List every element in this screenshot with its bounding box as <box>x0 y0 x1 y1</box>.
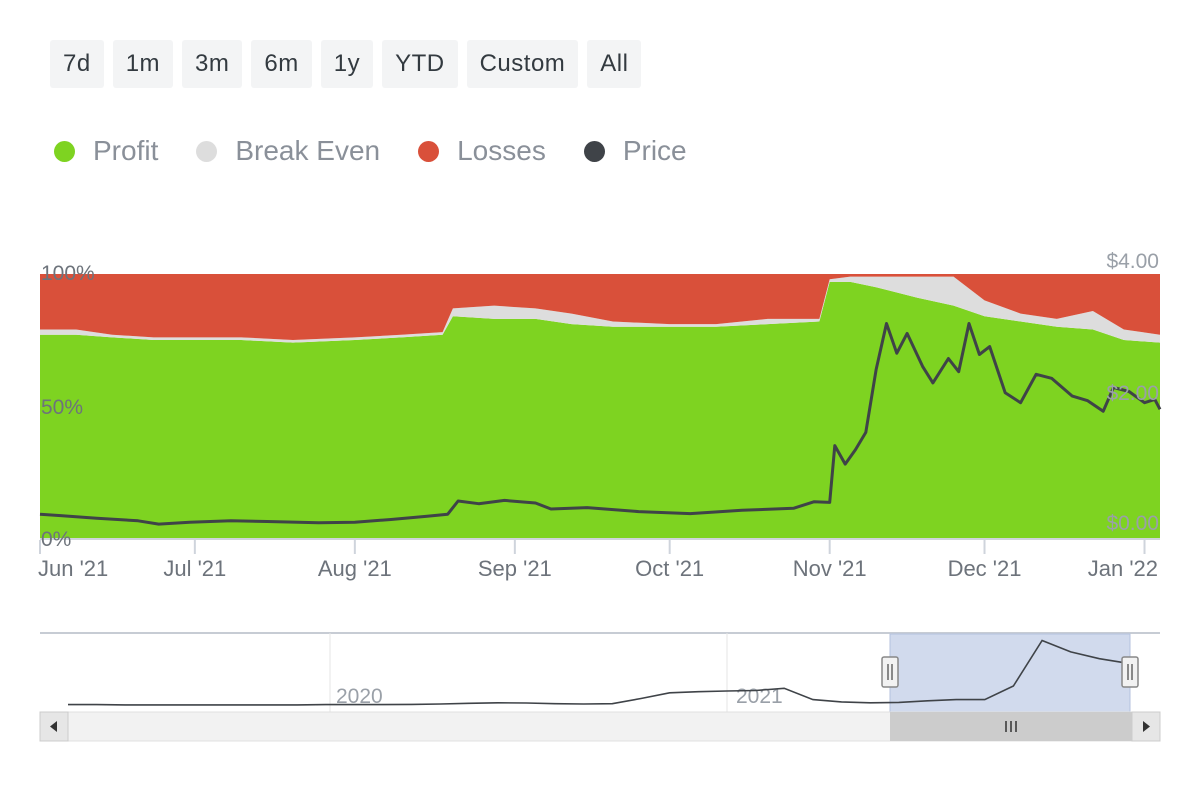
x-tick-label: Jan '22 <box>1088 556 1158 581</box>
y-right-tick-label: $0.00 <box>1106 512 1159 535</box>
range-button-7d[interactable]: 7d <box>50 40 104 88</box>
range-button-6m[interactable]: 6m <box>251 40 312 88</box>
legend-label: Price <box>622 135 687 166</box>
x-tick-label: Oct '21 <box>635 556 704 581</box>
legend-dot-icon <box>54 140 75 162</box>
navigator-right-handle[interactable] <box>1121 656 1139 688</box>
legend-item-losses[interactable]: Losses <box>418 135 546 167</box>
legend-item-profit[interactable]: Profit <box>54 135 158 167</box>
x-tick-label: Nov '21 <box>793 556 867 581</box>
legend-label: Losses <box>457 135 546 166</box>
navigator[interactable]: 2020 2021 <box>0 620 1200 750</box>
arrow-left-icon <box>50 721 57 732</box>
y-left-tick-label: 100% <box>41 262 95 285</box>
navigator-selection[interactable] <box>889 633 1131 713</box>
navigator-price-line <box>68 639 1129 706</box>
navigator-year-label: 2020 <box>336 685 383 708</box>
range-button-custom[interactable]: Custom <box>466 40 579 88</box>
main-chart: Jun '21 Jul '21 Aug '21 Sep '21 Oct '21 Nov '… <box>38 250 1162 581</box>
range-button-1m[interactable]: 1m <box>112 40 174 88</box>
y-left-tick-label: 50% <box>41 396 83 419</box>
y-right-tick-label: $4.00 <box>1106 250 1159 273</box>
navigator-left-handle[interactable] <box>881 656 899 688</box>
legend-dot-icon <box>583 140 605 162</box>
price-line <box>39 322 1162 526</box>
y-right-tick-label: $2.00 <box>1106 382 1159 405</box>
stacked-area-group <box>40 274 1160 538</box>
range-button-all[interactable]: All <box>587 40 642 88</box>
range-button-3m[interactable]: 3m <box>182 40 243 88</box>
axes-group: Jun '21 Jul '21 Aug '21 Sep '21 Oct '21 Nov '… <box>38 250 1160 581</box>
x-tick-label: Jun '21 <box>38 556 108 581</box>
chart-legend: Profit Break Even Losses Price <box>54 130 725 172</box>
legend-label: Break Even <box>235 135 381 166</box>
legend-item-break-even[interactable]: Break Even <box>196 135 380 167</box>
range-button-ytd[interactable]: YTD <box>382 40 458 88</box>
x-tick-label: Jul '21 <box>163 556 226 581</box>
legend-dot-icon <box>418 140 440 162</box>
area-losses <box>40 274 1160 340</box>
y-left-tick-label: 0% <box>41 528 71 551</box>
legend-label: Profit <box>93 135 159 166</box>
legend-dot-icon <box>196 140 218 162</box>
range-button-1y[interactable]: 1y <box>320 40 374 88</box>
arrow-right-icon <box>1143 721 1150 732</box>
x-tick-label: Sep '21 <box>478 556 552 581</box>
price-line-group <box>39 322 1162 526</box>
range-selector: 7d 1m 3m 6m 1y YTD Custom All <box>50 40 642 88</box>
x-tick-label: Aug '21 <box>318 556 392 581</box>
x-tick-label: Dec '21 <box>948 556 1022 581</box>
legend-item-price[interactable]: Price <box>583 135 687 167</box>
